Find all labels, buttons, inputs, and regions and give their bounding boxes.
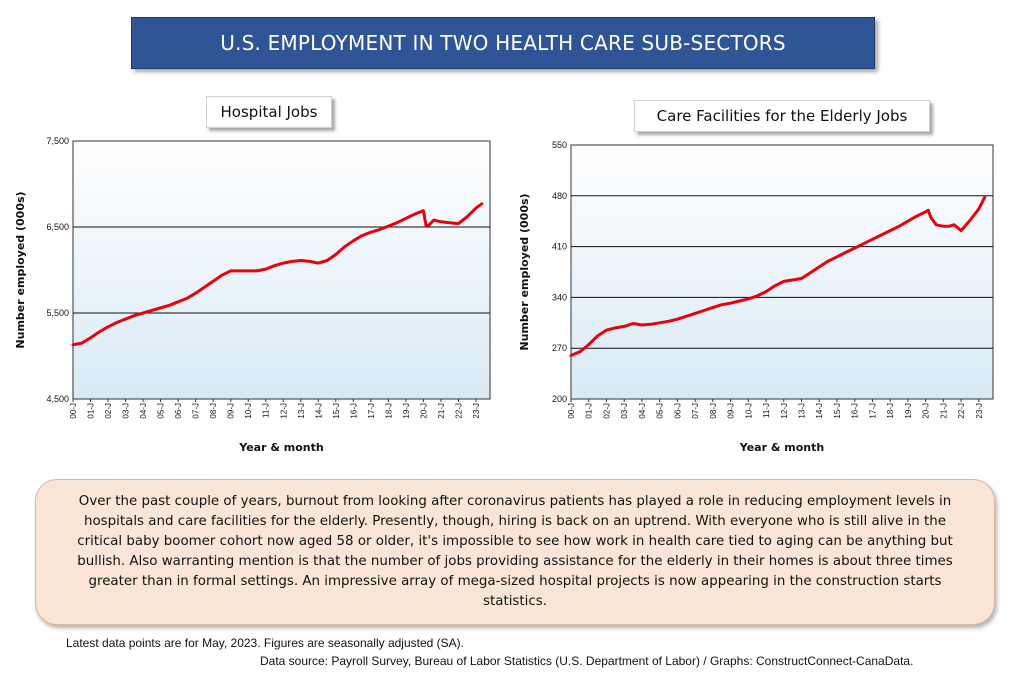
hospital-xtick-label: 13-J [297, 403, 306, 419]
elderly-xtick-label: 15-J [833, 403, 842, 419]
elderly-xtick-label: 07-J [691, 403, 700, 419]
hospital-ytick-label: 5,500 [46, 308, 69, 318]
elderly-xtick-label: 23-J [975, 403, 984, 419]
elderly-series-line [569, 195, 987, 357]
hospital-xtick-label: 04-J [139, 403, 148, 419]
hospital-series-line [71, 202, 484, 347]
hospital-ytick-label: 7,500 [46, 136, 69, 146]
hospital-xtick-label: 03-J [122, 403, 131, 419]
hospital-xtick-label: 11-J [262, 403, 271, 418]
hospital-xtick-label: 19-J [402, 403, 411, 419]
elderly-xtick-label: 04-J [638, 403, 647, 419]
elderly-x-axis-label: Year & month [739, 441, 824, 454]
hospital-xtick-label: 06-J [174, 403, 183, 419]
elderly-ytick-label: 480 [552, 191, 567, 201]
elderly-ytick-label: 200 [552, 394, 567, 404]
elderly-xtick-label: 10-J [744, 403, 753, 419]
elderly-xtick-label: 05-J [656, 403, 665, 419]
hospital-xtick-label: 08-J [209, 403, 218, 419]
elderly-ytick-label: 270 [552, 343, 567, 353]
elderly-y-axis-label: Number employed (000s) [518, 193, 531, 350]
footer-latest-note: Latest data points are for May, 2023. Fi… [66, 636, 464, 650]
hospital-xtick-label: 18-J [384, 403, 393, 419]
charts-canvas: 4,500 5,500 6,500 7,500 00-J 01-J 02-J 03-J 04-J… [14, 136, 994, 454]
elderly-xtick-label: 01-J [585, 403, 594, 419]
hospital-xtick-label: 15-J [332, 403, 341, 419]
hospital-xtick-label: 01-J [87, 403, 96, 419]
elderly-xtick-label: 20-J [922, 403, 931, 419]
footer-data-source: Data source: Payroll Survey, Bureau of L… [260, 654, 914, 668]
hospital-xtick-label: 05-J [157, 403, 166, 419]
hospital-xtick-label: 10-J [244, 403, 253, 419]
elderly-xtick-label: 06-J [673, 403, 682, 419]
elderly-xtick-label: 08-J [709, 403, 718, 419]
elderly-xtick-label: 11-J [762, 403, 771, 418]
page-title: U.S. EMPLOYMENT IN TWO HEALTH CARE SUB-S… [131, 17, 875, 69]
elderly-xtick-label: 16-J [851, 403, 860, 419]
elderly-xtick-label: 02-J [602, 403, 611, 419]
elderly-ytick-label: 340 [552, 292, 567, 302]
elderly-xtick-label: 19-J [904, 403, 913, 419]
elderly-ytick-label: 550 [552, 140, 567, 150]
elderly-chart-title: Care Facilities for the Elderly Jobs [634, 100, 930, 132]
hospital-xtick-label: 20-J [419, 403, 428, 419]
hospital-x-axis-label: Year & month [238, 441, 323, 454]
hospital-ytick-label: 6,500 [46, 222, 69, 232]
hospital-xtick-label: 23-J [472, 403, 481, 419]
hospital-xtick-label: 16-J [349, 403, 358, 419]
elderly-plot-area [570, 144, 994, 400]
hospital-xtick-label: 02-J [104, 403, 113, 419]
elderly-xtick-label: 21-J [939, 403, 948, 419]
hospital-xtick-label: 21-J [437, 403, 446, 419]
elderly-xtick-label: 12-J [780, 403, 789, 419]
elderly-xtick-label: 18-J [886, 403, 895, 419]
hospital-xtick-label: 12-J [279, 403, 288, 419]
hospital-xtick-label: 09-J [227, 403, 236, 419]
hospital-xtick-label: 14-J [314, 403, 323, 419]
hospital-xtick-label: 07-J [192, 403, 201, 419]
hospital-ytick-label: 4,500 [46, 394, 69, 404]
commentary-text: Over the past couple of years, burnout f… [77, 494, 953, 609]
elderly-xtick-label: 17-J [868, 403, 877, 419]
elderly-xtick-label: 09-J [727, 403, 736, 419]
elderly-xtick-label: 03-J [620, 403, 629, 419]
elderly-xtick-label: 00-J [567, 403, 576, 419]
hospital-chart-title: Hospital Jobs [206, 96, 332, 128]
elderly-xtick-label: 22-J [957, 403, 966, 419]
commentary-box: Over the past couple of years, burnout f… [35, 479, 995, 625]
hospital-xtick-label: 00-J [69, 403, 78, 419]
hospital-xtick-label: 17-J [367, 403, 376, 419]
elderly-xtick-label: 13-J [798, 403, 807, 419]
elderly-xtick-label: 14-J [815, 403, 824, 419]
hospital-plot-area [72, 140, 491, 400]
elderly-ytick-label: 410 [552, 242, 567, 252]
hospital-xtick-label: 22-J [454, 403, 463, 419]
hospital-y-axis-label: Number employed (000s) [14, 191, 27, 348]
